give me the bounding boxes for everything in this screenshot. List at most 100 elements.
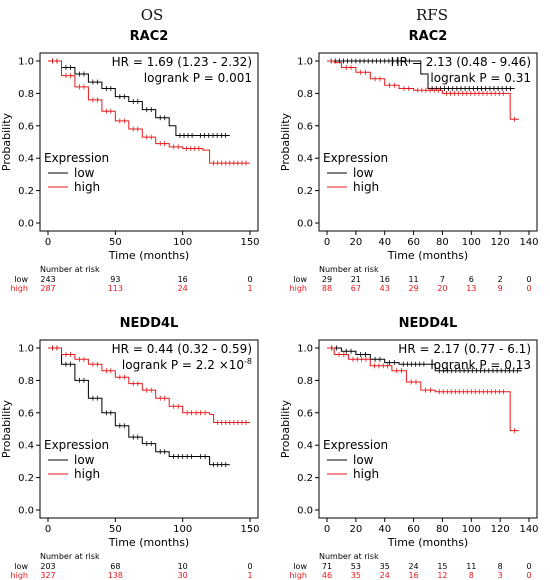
- legend-label-high: high: [74, 467, 100, 481]
- legend-label-low: low: [353, 453, 374, 467]
- legend-label-low: low: [353, 166, 374, 180]
- y-tick-label: 0.2: [297, 186, 313, 197]
- risk-value-high: 13: [466, 284, 476, 293]
- risk-value-high: 67: [351, 284, 361, 293]
- x-tick-label: 40: [378, 237, 391, 248]
- x-tick-label: 100: [173, 237, 192, 248]
- risk-value-high: 0: [526, 571, 531, 580]
- x-tick-label: 80: [436, 237, 449, 248]
- x-tick-label: 40: [378, 524, 391, 535]
- y-tick-label: 1.0: [297, 344, 313, 355]
- risk-value-low: 243: [40, 275, 55, 284]
- survival-curve-low: [327, 60, 515, 89]
- y-tick-label: 0.2: [297, 473, 313, 484]
- risk-value-high: 35: [351, 571, 361, 580]
- x-axis-label: Time (months): [108, 249, 189, 262]
- risk-value-low: 10: [178, 562, 188, 571]
- y-tick-label: 0.4: [18, 154, 34, 165]
- risk-row-label-low: low: [293, 275, 307, 284]
- y-tick-label: 0.6: [297, 121, 313, 132]
- y-tick-label: 0.4: [18, 441, 34, 452]
- risk-value-low: 29: [322, 275, 332, 284]
- risk-value-high: 16: [408, 571, 418, 580]
- plot-frame: [39, 339, 259, 519]
- legend-label-high: high: [353, 467, 379, 481]
- y-axis-label: Probability: [279, 112, 292, 171]
- hazard-ratio-text: HR = 0.44 (0.32 - 0.59): [112, 342, 252, 356]
- legend-label-high: high: [74, 180, 100, 194]
- logrank-p-text: logrank P = 0.001: [144, 71, 252, 85]
- risk-value-high: 24: [178, 284, 188, 293]
- risk-row-label-low: low: [14, 275, 28, 284]
- y-tick-label: 0.8: [297, 376, 313, 387]
- risk-value-low: 11: [408, 275, 418, 284]
- number-at-risk-title: Number at risk: [40, 265, 100, 274]
- risk-value-high: 46: [322, 571, 332, 580]
- risk-value-low: 35: [380, 562, 390, 571]
- column-title-rfs: RFS: [416, 6, 448, 24]
- logrank-p-exponent: -8: [244, 357, 252, 366]
- risk-value-low: 6: [469, 275, 474, 284]
- x-tick-label: 120: [491, 237, 510, 248]
- x-tick-label: 140: [519, 237, 538, 248]
- risk-value-low: 71: [322, 562, 332, 571]
- risk-value-low: 2: [498, 275, 503, 284]
- risk-row-label-low: low: [293, 562, 307, 571]
- survival-curve-high: [48, 60, 250, 164]
- y-tick-label: 0.8: [18, 89, 34, 100]
- x-tick-label: 150: [240, 524, 259, 535]
- risk-row-label-high: high: [11, 284, 28, 293]
- y-tick-label: 0.6: [18, 408, 34, 419]
- y-tick-label: 0.6: [297, 408, 313, 419]
- x-tick-label: 0: [45, 237, 51, 248]
- plot-frame: [318, 339, 538, 519]
- risk-value-low: 16: [380, 275, 390, 284]
- risk-value-high: 29: [408, 284, 418, 293]
- x-tick-label: 20: [349, 524, 362, 535]
- legend-label-low: low: [74, 453, 95, 467]
- x-tick-label: 50: [109, 524, 122, 535]
- number-at-risk-title: Number at risk: [319, 265, 379, 274]
- risk-row-label-high: high: [11, 571, 28, 580]
- y-axis-label: Probability: [0, 112, 13, 171]
- x-axis-label: Time (months): [108, 536, 189, 549]
- survival-curve-high: [327, 60, 519, 120]
- risk-value-low: 11: [466, 562, 476, 571]
- km-panel-0: RAC2 0.0 0.2 0.4 0.6 0.8 1.0 0 50 100 150 Time (mon…: [0, 29, 260, 293]
- risk-value-low: 0: [247, 275, 252, 284]
- y-tick-label: 0.0: [18, 506, 34, 517]
- risk-value-high: 0: [526, 284, 531, 293]
- plot-frame: [39, 52, 259, 232]
- risk-value-high: 24: [380, 571, 390, 580]
- panel-title: NEDD4L: [120, 316, 179, 331]
- legend-title: Expression: [44, 151, 109, 165]
- y-axis-label: Probability: [279, 399, 292, 458]
- y-tick-label: 0.0: [297, 219, 313, 230]
- risk-value-low: 0: [247, 562, 252, 571]
- x-tick-label: 0: [324, 237, 330, 248]
- risk-value-low: 203: [40, 562, 55, 571]
- risk-value-low: 68: [110, 562, 120, 571]
- risk-value-high: 3: [498, 571, 503, 580]
- x-tick-label: 60: [407, 237, 420, 248]
- risk-value-high: 287: [40, 284, 55, 293]
- hazard-ratio-text: HR = 2.17 (0.77 - 6.1): [398, 342, 531, 356]
- legend-title: Expression: [44, 438, 109, 452]
- risk-row-label-high: high: [290, 284, 307, 293]
- risk-value-high: 20: [437, 284, 447, 293]
- logrank-p-text: logrank P = 0.31: [430, 71, 531, 85]
- panel-title: NEDD4L: [399, 316, 458, 331]
- risk-value-low: 24: [408, 562, 418, 571]
- risk-value-low: 93: [110, 275, 120, 284]
- risk-value-high: 113: [108, 284, 123, 293]
- number-at-risk-title: Number at risk: [319, 552, 379, 561]
- number-at-risk-title: Number at risk: [40, 552, 100, 561]
- risk-value-low: 8: [498, 562, 503, 571]
- legend-title: Expression: [323, 438, 388, 452]
- logrank-p-value: logrank P = 2.2 ×10: [122, 358, 244, 372]
- risk-value-low: 16: [178, 275, 188, 284]
- legend-title: Expression: [323, 151, 388, 165]
- survival-curve-low: [48, 60, 230, 136]
